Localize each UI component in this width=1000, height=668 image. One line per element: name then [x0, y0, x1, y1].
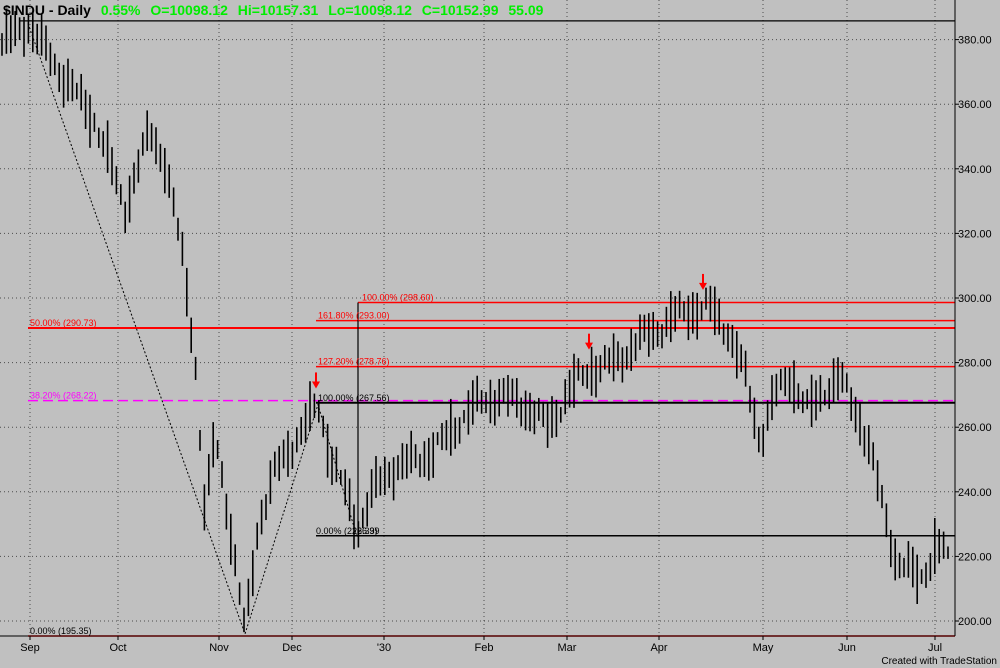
red-arrow-head: [312, 381, 320, 389]
y-tick-label: 380.00: [958, 35, 992, 47]
y-tick-label: 240.00: [958, 487, 992, 499]
x-tick-label: Jul: [928, 642, 942, 654]
x-tick-label: Dec: [282, 642, 302, 654]
y-tick-label: 360.00: [958, 99, 992, 111]
fib-label: 100.00% (298.60): [362, 293, 434, 303]
arrow-markers: [312, 273, 707, 389]
fib-label: 0.00% (226.39): [316, 526, 378, 536]
zigzag-line: [27, 23, 358, 636]
plot-area: [0, 0, 955, 636]
fib-label: 100.00% (267.56): [318, 393, 390, 403]
x-tick-label: Feb: [475, 642, 494, 654]
fib-labels: 100.00% (298.60) 161.80% (293.00) 50.00% (…: [30, 293, 434, 636]
fib-label: 50.00% (290.73): [30, 318, 97, 328]
red-arrow-head: [699, 282, 707, 290]
close-value: C=10152.99: [422, 2, 499, 18]
x-tick-label: '30: [377, 642, 391, 654]
high-value: Hi=10157.31: [238, 2, 319, 18]
y-tick-label: 220.00: [958, 551, 992, 563]
fib-label: 161.80% (293.00): [318, 311, 390, 321]
y-tick-label: 320.00: [958, 228, 992, 240]
x-tick-label: Sep: [20, 642, 40, 654]
fib-label: 226.39: [352, 526, 380, 536]
y-tick-label: 200.00: [958, 616, 992, 628]
zigzag-path: [27, 23, 358, 636]
fib-label: 0.00% (195.35): [30, 626, 92, 636]
change-value: 55.09: [508, 2, 543, 18]
low-value: Lo=10098.12: [328, 2, 412, 18]
pct-change: 0.55%: [101, 2, 141, 18]
credit-text: Created with TradeStation: [881, 656, 997, 667]
fib-label: 38.20% (268.22): [30, 391, 97, 401]
x-tick-label: Jun: [838, 642, 856, 654]
x-tick-label: Mar: [558, 642, 577, 654]
y-tick-label: 280.00: [958, 358, 992, 370]
x-tick-label: May: [753, 642, 774, 654]
x-tick-label: Nov: [209, 642, 229, 654]
price-bars: [1, 10, 949, 633]
y-tick-label: 340.00: [958, 164, 992, 176]
fib-label: 127.20% (278.76): [318, 357, 390, 367]
chart-header: $INDU - Daily 0.55% O=10098.12 Hi=10157.…: [3, 2, 544, 18]
x-tick-label: Apr: [650, 642, 667, 654]
y-tick-label: 260.00: [958, 422, 992, 434]
x-tick-label: Oct: [109, 642, 126, 654]
axes: 200.00 220.00 240.00 260.00 280.00 300.00 320.…: [0, 0, 992, 654]
symbol-label: $INDU - Daily: [3, 2, 91, 18]
open-value: O=10098.12: [150, 2, 228, 18]
y-tick-label: 300.00: [958, 293, 992, 305]
red-arrow-head: [585, 342, 593, 350]
